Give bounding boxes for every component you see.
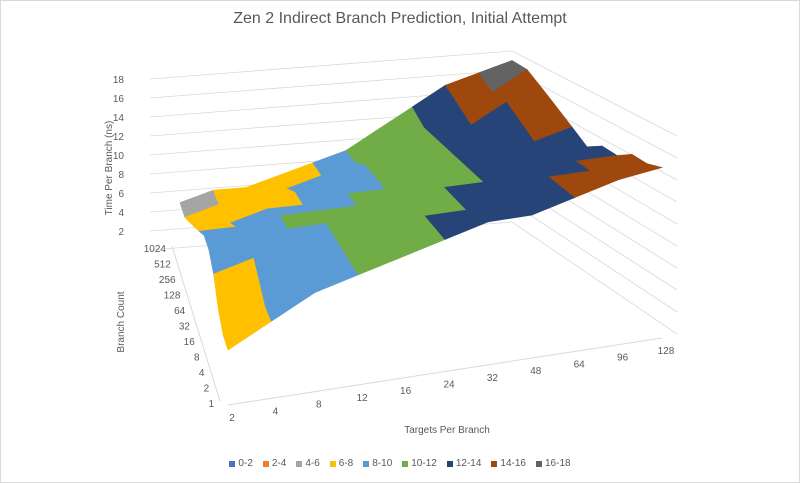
x-axis-line xyxy=(227,337,663,406)
y-tick-label: 1024 xyxy=(144,244,167,255)
legend-label: 0-2 xyxy=(238,458,253,469)
legend-item: 6-8 xyxy=(329,458,354,469)
x-tick-label: 8 xyxy=(316,400,322,411)
legend-swatch xyxy=(402,460,409,467)
z-tick-label: 12 xyxy=(113,132,125,143)
legend-item: 14-16 xyxy=(491,458,526,469)
x-tick-label: 24 xyxy=(443,380,455,391)
y-tick-label: 8 xyxy=(194,353,200,364)
legend-label: 4-6 xyxy=(305,458,320,469)
z-tick-label: 10 xyxy=(113,151,125,162)
y-tick-label: 256 xyxy=(159,275,176,286)
legend-item: 4-6 xyxy=(296,458,320,469)
x-axis-title: Targets Per Branch xyxy=(404,425,490,436)
legend-swatch xyxy=(296,460,303,467)
chart-title: Zen 2 Indirect Branch Prediction, Initia… xyxy=(233,10,567,27)
z-axis-title: Time Per Branch (ns) xyxy=(104,121,115,216)
legend-swatch xyxy=(329,460,336,467)
y-tick-label: 512 xyxy=(154,260,171,271)
x-tick-label: 48 xyxy=(530,366,542,377)
legend: 0-2 2-4 4-6 6-8 8-10 10-12 12-14 14-16 16-18 xyxy=(0,458,800,469)
legend-swatch xyxy=(491,460,498,467)
x-tick-label: 96 xyxy=(617,353,629,364)
legend-swatch xyxy=(446,460,453,467)
y-tick-label: 64 xyxy=(174,306,186,317)
legend-label: 10-12 xyxy=(411,458,437,469)
x-tick-label: 16 xyxy=(400,386,412,397)
legend-item: 16-18 xyxy=(535,458,571,469)
legend-swatch xyxy=(229,460,236,467)
y-tick-label: 4 xyxy=(199,368,205,379)
y-axis-line xyxy=(171,245,221,402)
y-tick-label: 1 xyxy=(208,399,214,410)
legend-item: 10-12 xyxy=(402,458,437,469)
x-tick-label: 4 xyxy=(273,406,279,417)
x-tick-label: 2 xyxy=(229,413,235,424)
z-tick-label: 8 xyxy=(118,170,124,181)
x-tick-label: 32 xyxy=(487,373,499,384)
y-tick-label: 128 xyxy=(164,291,181,302)
z-tick-label: 16 xyxy=(113,94,125,105)
z-tick-label: 14 xyxy=(113,113,125,124)
legend-swatch xyxy=(363,460,370,467)
z-tick-label: 4 xyxy=(118,208,124,219)
legend-swatch xyxy=(262,460,269,467)
z-tick-label: 2 xyxy=(118,227,124,238)
y-axis-title: Branch Count xyxy=(116,291,127,352)
z-tick-label: 18 xyxy=(113,75,125,86)
legend-item: 2-4 xyxy=(262,458,287,469)
legend-label: 8-10 xyxy=(372,458,393,469)
legend-label: 14-16 xyxy=(500,458,526,469)
y-tick-label: 2 xyxy=(204,384,210,395)
gridline xyxy=(149,50,678,137)
legend-item: 0-2 xyxy=(229,458,253,469)
y-tick-label: 32 xyxy=(179,322,191,333)
surface-patch xyxy=(603,163,664,181)
x-tick-label: 128 xyxy=(658,346,675,357)
legend-item: 8-10 xyxy=(363,458,392,469)
x-tick-label: 64 xyxy=(574,359,586,370)
legend-label: 12-14 xyxy=(455,458,482,469)
legend-label: 16-18 xyxy=(544,458,571,469)
y-tick-label: 16 xyxy=(184,337,196,348)
legend-swatch xyxy=(535,460,542,467)
legend-label: 6-8 xyxy=(338,458,354,469)
legend-label: 2-4 xyxy=(271,458,287,469)
legend-item: 12-14 xyxy=(446,458,482,469)
x-tick-label: 12 xyxy=(357,393,369,404)
z-tick-label: 6 xyxy=(118,189,124,200)
